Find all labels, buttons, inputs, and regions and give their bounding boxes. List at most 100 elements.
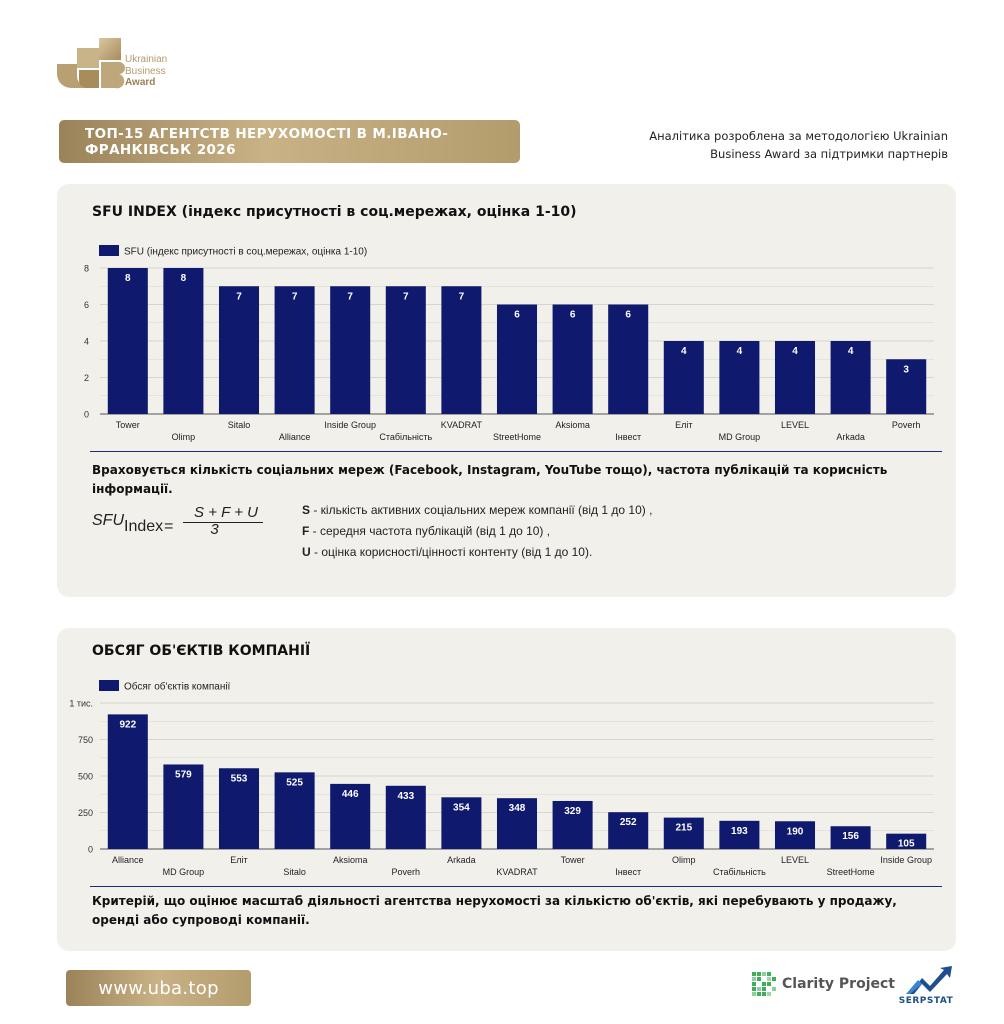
data-label: 354	[453, 802, 470, 813]
x-tick-label: KVADRAT	[496, 867, 538, 877]
sfu-title: SFU INDEX (індекс присутності в соц.мере…	[92, 204, 577, 220]
data-label: 252	[620, 817, 637, 828]
bar	[663, 817, 704, 849]
data-label: 329	[564, 806, 581, 817]
data-label: 4	[792, 346, 798, 357]
y-tick-label: 0	[88, 845, 93, 855]
serpstat-icon	[906, 966, 952, 994]
x-tick-label: Sitalo	[228, 420, 251, 430]
x-tick-label: Inside Group	[324, 420, 376, 430]
x-tick-label: MD Group	[719, 432, 761, 442]
definition-letter: F	[302, 524, 310, 538]
sfu-panel: SFU INDEX (індекс присутності в соц.мере…	[57, 184, 956, 597]
logo-line2: Business	[125, 65, 166, 77]
formula-numerator: S + F + U	[194, 504, 258, 521]
methodology-note: Аналітика розроблена за методологією Ukr…	[649, 129, 948, 161]
formula-lhs-sub: Index	[124, 518, 164, 535]
bar	[886, 359, 927, 414]
serpstat-logo: SERPSTAT	[896, 964, 956, 1010]
clarity-project-text: Clarity Project	[782, 976, 895, 992]
clarity-project-logo: Clarity Project	[752, 972, 895, 996]
report-title: ТОП-15 АГЕНТСТВ НЕРУХОМОСТІ В М.ІВАНО-ФР…	[59, 120, 520, 163]
y-tick-label: 6	[84, 300, 89, 310]
legend-swatch	[99, 245, 119, 256]
divider	[90, 886, 942, 887]
bar	[274, 772, 315, 849]
clarity-grid-icon	[752, 972, 776, 996]
uba-logo-text: Ukrainian Business Award	[125, 54, 167, 89]
x-tick-label: Alliance	[279, 432, 311, 442]
volume-description: Критерій, що оцінює масштаб діяльності а…	[92, 894, 897, 927]
x-tick-label: LEVEL	[781, 855, 809, 865]
x-tick-label: Olimp	[672, 855, 696, 865]
x-tick-label: Tower	[116, 420, 140, 430]
bar	[107, 268, 148, 414]
bar	[163, 764, 204, 849]
bar	[552, 800, 593, 849]
x-tick-label: Sitalo	[283, 867, 306, 877]
bar	[496, 304, 538, 414]
definition-text: - середня частота публікацій (від 1 до 1…	[309, 524, 551, 538]
definition-u: U - оцінка корисності/цінності контенту …	[302, 542, 652, 563]
bar	[441, 286, 482, 414]
volume-panel: ОБСЯГ ОБ'ЄКТІВ КОМПАНІЇ 0 250 500 750 1 тис.…	[57, 628, 956, 951]
x-tick-label: Інвест	[615, 867, 641, 877]
bar	[774, 341, 816, 414]
data-label: 156	[842, 831, 859, 842]
data-label: 7	[292, 291, 298, 302]
uba-logo-mark	[57, 38, 125, 89]
x-tick-label: Olimp	[172, 432, 196, 442]
y-tick-label: 2	[84, 373, 89, 383]
definition-text: - кількість активних соціальних мереж ко…	[310, 503, 653, 517]
bar	[218, 768, 260, 849]
x-tick-label: Poverh	[392, 867, 421, 877]
volume-title: ОБСЯГ ОБ'ЄКТІВ КОМПАНІЇ	[92, 643, 311, 659]
x-tick-label: Arkada	[836, 432, 865, 442]
legend-label: SFU (індекс присутності в соц.мережах, о…	[124, 247, 367, 258]
legend-label: Обсяг об'єктів компанії	[124, 681, 231, 693]
serpstat-text: SERPSTAT	[898, 996, 954, 1006]
logo-line1: Ukrainian	[125, 54, 168, 65]
sfu-description: Враховується кількість соціальних мереж …	[92, 463, 888, 496]
data-label: 4	[681, 346, 687, 357]
x-tick-label: StreetHome	[493, 432, 541, 442]
x-tick-label: Еліт	[675, 420, 692, 430]
data-label: 190	[787, 826, 804, 837]
website-link[interactable]: www.uba.top	[66, 970, 251, 1006]
formula-lhs: SFUIndex	[92, 512, 163, 535]
bar	[218, 286, 260, 414]
data-label: 3	[903, 364, 909, 375]
data-label: 446	[342, 789, 359, 800]
x-tick-label: KVADRAT	[441, 420, 483, 430]
bar	[330, 286, 371, 414]
data-label: 922	[119, 719, 136, 730]
x-tick-label: Alliance	[112, 855, 144, 865]
data-label: 7	[403, 291, 409, 302]
bar	[774, 821, 816, 849]
definition-letter: U	[302, 545, 311, 559]
divider	[90, 451, 942, 452]
x-tick-label: Еліт	[230, 855, 247, 865]
sfu-chart: 0 2 4 6 8 SFU (індекс присутності в соц.мереж…	[84, 245, 934, 442]
data-label: 6	[570, 310, 576, 321]
data-label: 525	[286, 777, 303, 788]
y-tick-label: 1 тис.	[69, 699, 93, 709]
definition-letter: S	[302, 503, 311, 517]
formula-fraction-line	[183, 522, 263, 523]
bar	[608, 304, 649, 414]
x-tick-label: LEVEL	[781, 420, 809, 430]
data-label: 7	[459, 291, 465, 302]
uba-logo: Ukrainian Business Award	[57, 36, 197, 92]
data-label: 433	[397, 791, 414, 802]
definition-text: - оцінка корисності/цінності контенту (в…	[310, 545, 593, 559]
bar	[830, 826, 871, 849]
legend-swatch	[99, 680, 119, 691]
y-tick-label: 500	[78, 772, 93, 782]
bar	[719, 820, 760, 849]
x-tick-label: Стабільність	[713, 867, 766, 877]
bar	[663, 341, 704, 414]
data-label: 193	[731, 826, 748, 837]
x-tick-label: Arkada	[447, 855, 476, 865]
bar	[274, 286, 315, 414]
data-label: 7	[347, 291, 353, 302]
